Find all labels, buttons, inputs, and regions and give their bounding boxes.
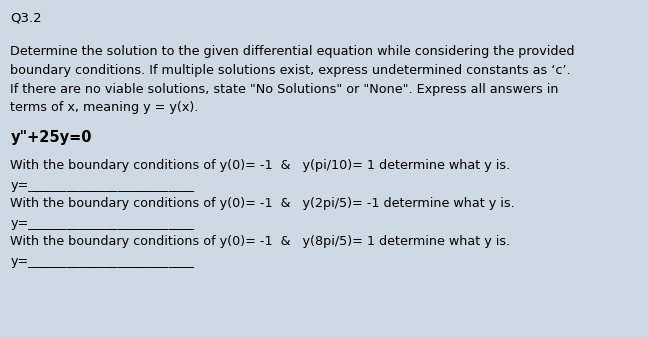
Text: y=__________________________: y=__________________________ [10, 179, 194, 192]
Text: terms of x, meaning y = y(x).: terms of x, meaning y = y(x). [10, 101, 199, 114]
Text: With the boundary conditions of y(0)= -1  &   y(8pi/5)= 1 determine what y is.: With the boundary conditions of y(0)= -1… [10, 235, 511, 248]
Text: y=__________________________: y=__________________________ [10, 255, 194, 268]
Text: y=__________________________: y=__________________________ [10, 217, 194, 230]
Text: y"+25y=0: y"+25y=0 [10, 130, 92, 145]
Text: With the boundary conditions of y(0)= -1  &   y(2pi/5)= -1 determine what y is.: With the boundary conditions of y(0)= -1… [10, 197, 515, 210]
Text: If there are no viable solutions, state "No Solutions" or "None". Express all an: If there are no viable solutions, state … [10, 83, 559, 96]
Text: Determine the solution to the given differential equation while considering the : Determine the solution to the given diff… [10, 45, 575, 59]
Text: Q3.2: Q3.2 [10, 12, 42, 25]
Text: With the boundary conditions of y(0)= -1  &   y(pi/10)= 1 determine what y is.: With the boundary conditions of y(0)= -1… [10, 159, 511, 172]
Text: boundary conditions. If multiple solutions exist, express undetermined constants: boundary conditions. If multiple solutio… [10, 64, 571, 77]
